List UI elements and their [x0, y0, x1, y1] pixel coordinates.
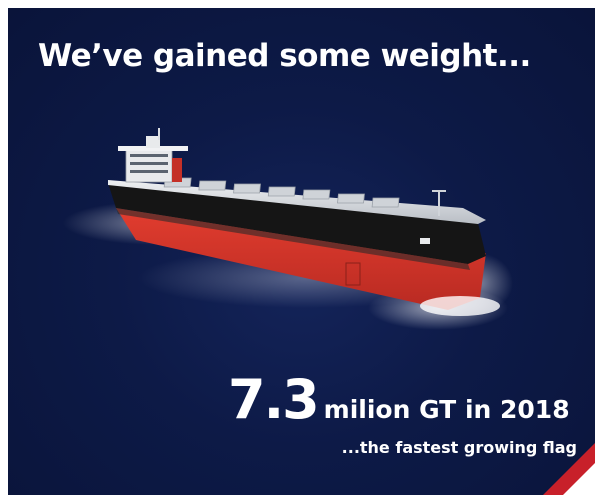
headline-text: We’ve gained some weight... [38, 38, 531, 74]
red-corner-stripe-icon [543, 443, 595, 495]
tonnage-caption: milion GT in 2018 [323, 395, 570, 424]
tonnage-value: 7.3 [228, 368, 320, 431]
bulk-carrier-ship-icon [63, 128, 513, 330]
promo-banner: We’ve gained some weight... 7.3 milion GT… [8, 8, 595, 495]
tonnage-stat: 7.3 milion GT in 2018 [228, 368, 570, 431]
tagline-text: ...the fastest growing flag [341, 438, 577, 457]
